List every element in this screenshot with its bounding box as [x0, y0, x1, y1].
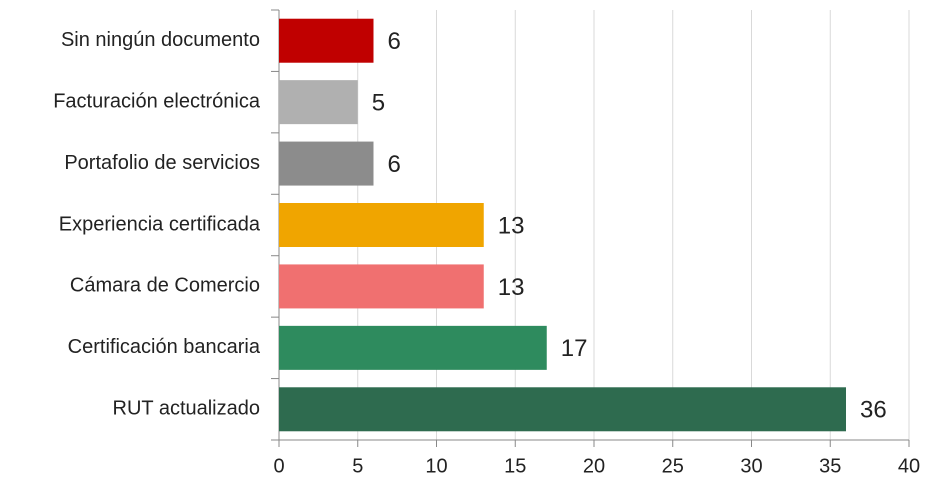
value-label: 13 [498, 212, 525, 239]
y-tick-label: Cámara de Comercio [70, 275, 260, 297]
y-tick-label: Facturación electrónica [53, 90, 261, 112]
value-label: 5 [372, 89, 385, 116]
x-tick-label: 10 [425, 455, 447, 477]
bar [279, 80, 358, 125]
bar [279, 387, 846, 432]
x-tick-label: 35 [819, 455, 841, 477]
x-tick-label: 40 [898, 455, 920, 477]
x-tick-label: 15 [504, 455, 526, 477]
value-label: 17 [561, 335, 588, 362]
x-tick-label: 30 [740, 455, 762, 477]
y-tick-label: RUT actualizado [113, 398, 260, 420]
y-tick-label: Portafolio de servicios [64, 152, 260, 174]
value-label: 6 [388, 28, 401, 55]
y-tick-label: Certificación bancaria [68, 336, 261, 358]
value-label: 13 [498, 274, 525, 301]
x-tick-label: 20 [583, 455, 605, 477]
value-label: 6 [388, 151, 401, 178]
x-tick-label: 5 [352, 455, 363, 477]
bar [279, 325, 547, 370]
x-tick-label: 0 [273, 455, 284, 477]
bar [279, 203, 484, 247]
x-tick-label: 25 [662, 455, 684, 477]
value-label: 36 [860, 397, 887, 424]
y-tick-label: Experiencia certificada [59, 213, 261, 235]
y-tick-label: Sin ningún documento [61, 29, 260, 51]
bar [279, 141, 374, 186]
bar [279, 264, 484, 309]
bar [279, 18, 374, 63]
